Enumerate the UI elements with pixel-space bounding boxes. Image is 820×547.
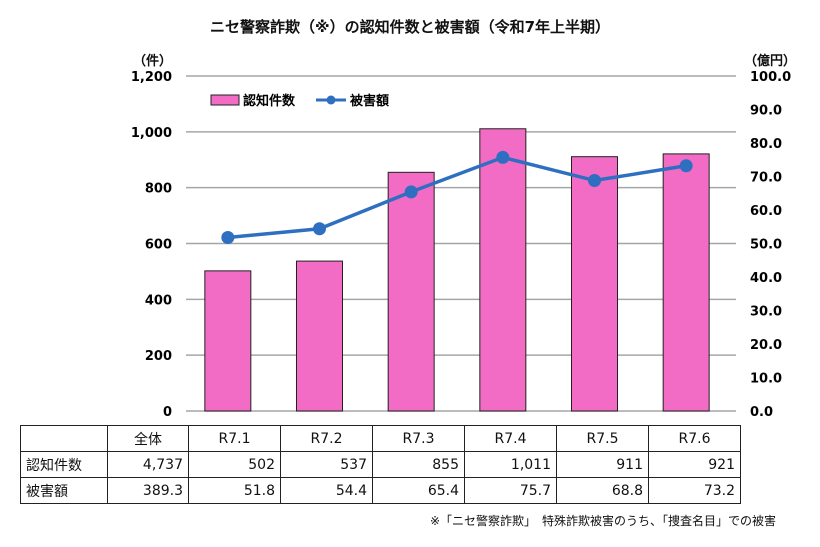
right-axis-tick-label: 30.0 [750,305,782,320]
legend-bar-label: 認知件数 [243,93,296,109]
right-axis-tick-label: 0.0 [750,405,773,420]
left-axis-tick-label: 0 [163,405,172,420]
table-row: 認知件数 4,737 502 537 855 1,011 911 921 [20,451,741,478]
right-axis-tick-label: 100.0 [750,70,791,85]
table-header-cell: 全体 [107,425,189,452]
table-cell: 855 [372,451,465,478]
line-point-R7.6 [679,159,693,173]
right-axis-tick-label: 40.0 [750,271,782,286]
table-row-label: 被害額 [20,477,108,504]
table-header-cell: R7.4 [464,425,557,452]
table-cell: 537 [280,451,373,478]
table-cell: 921 [648,451,741,478]
chart-title: ニセ警察詐欺（※）の認知件数と被害額（令和7年上半期） [209,18,611,36]
line-point-R7.1 [221,230,235,244]
left-axis-tick-label: 600 [145,238,172,253]
table-header-cell: R7.5 [556,425,649,452]
bar-R7.6 [662,153,710,412]
table-header-cell: R7.2 [280,425,373,452]
bar-R7.3 [387,171,435,412]
table-cell: 389.3 [107,477,189,504]
bar-R7.2 [296,260,343,412]
right-axis-tick-label: 60.0 [750,204,782,219]
table-cell: 75.7 [464,477,557,504]
left-axis-tick-label: 200 [145,349,172,364]
table-header-cell: R7.1 [188,425,281,452]
data-table: 全体 R7.1 R7.2 R7.3 R7.4 R7.5 R7.6 認知件数 4,… [20,425,741,504]
table-row-label: 認知件数 [20,451,108,478]
right-axis-tick-label: 90.0 [750,104,782,119]
table-cell: 54.4 [280,477,373,504]
bar-R7.4 [479,128,527,412]
table-cell: 68.8 [556,477,649,504]
right-axis-tick-label: 70.0 [750,171,782,186]
footnote: ※「ニセ警察詐欺」 特殊詐欺被害のうち、「捜査名目」での被害 [430,514,777,528]
table-cell: 911 [556,451,649,478]
bar-R7.1 [204,270,252,412]
table-cell: 73.2 [648,477,741,504]
chart-svg: 0 200 400 600 800 1,000 1,200 0.0 10.0 20.0 30.0 40… [131,70,791,420]
left-axis-tick-label: 800 [145,182,172,197]
right-axis-unit: （億円） [744,54,797,69]
legend-line-marker [326,95,336,105]
legend-line-label: 被害額 [349,93,389,109]
table-header-cell [20,425,108,452]
left-axis-unit: （件） [133,54,173,69]
table-header-row: 全体 R7.1 R7.2 R7.3 R7.4 R7.5 R7.6 [20,425,741,452]
bar-R7.5 [571,156,618,412]
right-axis-tick-label: 10.0 [750,372,782,387]
table-cell: 502 [188,451,281,478]
right-axis-tick-label: 20.0 [750,338,782,353]
table-cell: 4,737 [107,451,189,478]
table-cell: 51.8 [188,477,281,504]
line-point-R7.4 [496,150,510,164]
right-axis-tick-label: 80.0 [750,137,782,152]
line-point-R7.2 [313,222,326,236]
table-header-cell: R7.3 [372,425,465,452]
left-axis-tick-label: 1,200 [131,70,172,85]
left-axis-tick-label: 1,000 [131,126,172,141]
line-point-R7.3 [404,185,418,199]
table-cell: 1,011 [464,451,557,478]
line-point-R7.5 [588,174,601,188]
table-cell: 65.4 [372,477,465,504]
table-row: 被害額 389.3 51.8 54.4 65.4 75.7 68.8 73.2 [20,477,741,504]
right-axis-tick-label: 50.0 [750,238,782,253]
table-header-cell: R7.6 [648,425,741,452]
left-axis-tick-label: 400 [145,293,172,308]
legend-bar-swatch [210,94,240,106]
damage-line [227,155,687,240]
